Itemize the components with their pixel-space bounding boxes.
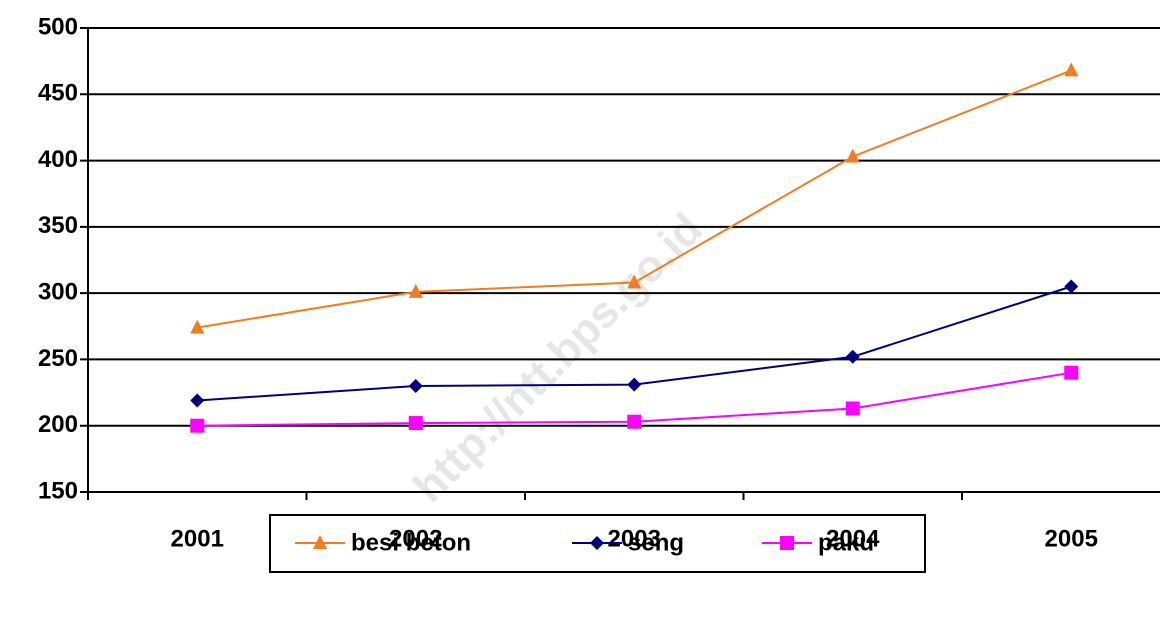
x-tick-label: 2005 xyxy=(1045,525,1098,552)
x-tick-label: 2004 xyxy=(826,525,880,552)
marker xyxy=(313,535,327,549)
y-tick-label: 250 xyxy=(38,345,78,372)
marker xyxy=(627,377,642,392)
legend-label: seng xyxy=(628,529,684,556)
marker xyxy=(780,536,794,550)
watermark: http://ntt.bps.go.id xyxy=(404,204,712,512)
marker xyxy=(190,319,205,334)
x-tick-label: 2001 xyxy=(171,525,224,552)
marker xyxy=(1064,365,1079,380)
y-tick-label: 300 xyxy=(38,278,78,305)
y-tick-label: 350 xyxy=(38,212,78,239)
marker xyxy=(408,283,423,298)
marker xyxy=(627,274,642,289)
marker xyxy=(627,414,642,429)
x-tick-label: 2003 xyxy=(608,525,661,552)
y-tick-label: 500 xyxy=(38,13,78,40)
legend-label: paku xyxy=(818,529,874,556)
marker xyxy=(190,418,205,433)
marker xyxy=(1064,279,1079,294)
y-tick-label: 400 xyxy=(38,146,78,173)
marker xyxy=(190,393,205,408)
marker xyxy=(408,416,423,431)
marker xyxy=(1064,62,1079,77)
legend-label: besi beton xyxy=(351,529,471,556)
marker xyxy=(845,349,860,364)
x-tick-label: 2002 xyxy=(389,525,442,552)
marker xyxy=(408,378,423,393)
y-tick-label: 450 xyxy=(38,80,78,107)
y-tick-label: 200 xyxy=(38,411,78,438)
marker xyxy=(590,536,604,550)
y-tick-label: 150 xyxy=(38,477,78,504)
marker xyxy=(845,148,860,163)
marker xyxy=(845,401,860,416)
